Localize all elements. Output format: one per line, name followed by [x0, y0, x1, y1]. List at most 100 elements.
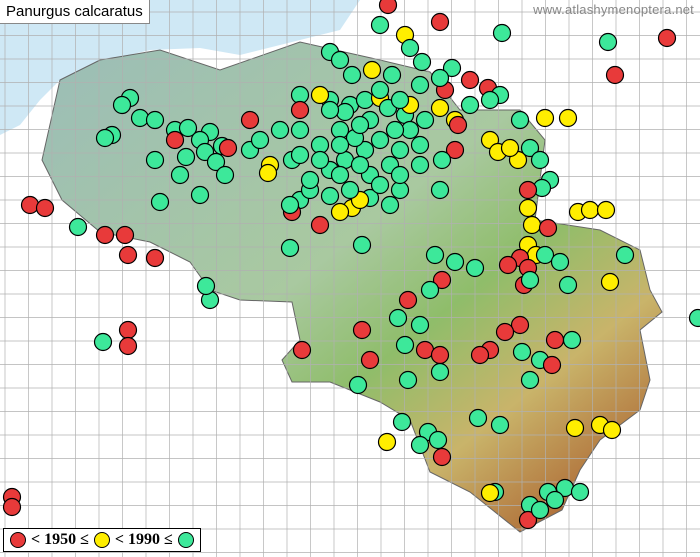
observation-dot-after-1990: [355, 90, 375, 110]
observation-dot-after-1990: [432, 150, 452, 170]
observation-dot-before-1950: [470, 345, 490, 365]
observation-dot-after-1990: [390, 140, 410, 160]
observation-dot-before-1950: [430, 12, 450, 32]
watermark: www.atlashymenoptera.net: [533, 2, 694, 17]
observation-dot-after-1990: [150, 192, 170, 212]
observation-dot-before-1950: [545, 330, 565, 350]
observation-dot-after-1990: [468, 408, 488, 428]
legend-dot-1950-1990: [93, 532, 110, 548]
observation-dot-after-1990: [545, 490, 565, 510]
observation-dot-after-1990: [310, 150, 330, 170]
observation-dot-after-1990: [370, 15, 390, 35]
observation-dot-before-1950: [657, 28, 677, 48]
observation-dot-before-1950: [398, 290, 418, 310]
observation-dot-after-1990: [385, 120, 405, 140]
observation-dot-before-1950: [292, 340, 312, 360]
observation-dot-after-1990: [442, 58, 462, 78]
observation-dot-before-1950: [360, 350, 380, 370]
observation-dot-after-1990: [206, 152, 226, 172]
observation-dot-1950-1990: [480, 483, 500, 503]
observation-dot-before-1950: [460, 70, 480, 90]
observation-dot-after-1990: [615, 245, 635, 265]
observation-dot-after-1990: [280, 195, 300, 215]
observation-dot-1950-1990: [310, 85, 330, 105]
observation-dot-after-1990: [395, 335, 415, 355]
legend-label-1950: < 1950 ≤: [31, 531, 89, 548]
observation-dot-before-1950: [430, 345, 450, 365]
observation-dot-before-1950: [118, 320, 138, 340]
observation-dot-after-1990: [530, 150, 550, 170]
observation-dot-before-1950: [35, 198, 55, 218]
observation-dot-1950-1990: [500, 138, 520, 158]
observation-dot-1950-1990: [362, 60, 382, 80]
observation-dot-after-1990: [415, 110, 435, 130]
observation-dot-after-1990: [465, 258, 485, 278]
observation-dot-after-1990: [350, 115, 370, 135]
observation-dot-1950-1990: [558, 108, 578, 128]
observation-dot-after-1990: [352, 235, 372, 255]
observation-dot-after-1990: [410, 135, 430, 155]
observation-dot-after-1990: [178, 118, 198, 138]
observation-dot-1950-1990: [518, 198, 538, 218]
observation-dot-after-1990: [300, 170, 320, 190]
legend-dot-after-1990: [177, 532, 194, 548]
observation-dot-before-1950: [2, 497, 22, 517]
observation-dot-before-1950: [20, 195, 40, 215]
observation-dot-after-1990: [95, 128, 115, 148]
observation-dot-after-1990: [370, 130, 390, 150]
observation-dot-after-1990: [430, 362, 450, 382]
legend-label-1990: < 1990 ≤: [114, 531, 173, 548]
observation-dot-before-1950: [518, 180, 538, 200]
observation-dots: [2, 0, 700, 530]
observation-dot-after-1990: [410, 315, 430, 335]
observation-dot-before-1950: [510, 315, 530, 335]
observation-dot-after-1990: [520, 370, 540, 390]
observation-dot-1950-1990: [377, 432, 397, 452]
observation-dot-after-1990: [145, 110, 165, 130]
observation-dot-after-1990: [492, 23, 512, 43]
observation-dot-after-1990: [428, 430, 448, 450]
observation-dot-after-1990: [570, 482, 590, 502]
observation-dot-after-1990: [342, 65, 362, 85]
observation-dot-after-1990: [130, 108, 150, 128]
observation-dot-1950-1990: [535, 108, 555, 128]
observation-dot-after-1990: [370, 80, 390, 100]
observation-dot-before-1950: [95, 225, 115, 245]
observation-dot-after-1990: [392, 412, 412, 432]
observation-dot-before-1950: [165, 130, 185, 150]
observation-dot-before-1950: [290, 100, 310, 120]
observation-dot-before-1950: [145, 248, 165, 268]
observation-dot-before-1950: [518, 510, 538, 530]
observation-dot-after-1990: [480, 90, 500, 110]
observation-dot-after-1990: [93, 332, 113, 352]
observation-dot-after-1990: [410, 435, 430, 455]
observation-dot-before-1950: [542, 355, 562, 375]
observation-dot-after-1990: [412, 52, 432, 72]
observation-dot-after-1990: [445, 252, 465, 272]
observation-dot-after-1990: [290, 145, 310, 165]
observation-dot-after-1990: [196, 276, 216, 296]
observation-dot-after-1990: [535, 245, 555, 265]
observation-dot-after-1990: [215, 165, 235, 185]
observation-dot-1950-1990: [600, 272, 620, 292]
observation-dot-before-1950: [432, 270, 452, 290]
observation-dot-after-1990: [688, 308, 700, 328]
observation-dot-before-1950: [378, 0, 398, 15]
observation-dot-before-1950: [432, 447, 452, 467]
observation-dot-after-1990: [388, 308, 408, 328]
observation-dot-after-1990: [410, 155, 430, 175]
observation-dot-after-1990: [145, 150, 165, 170]
observation-dot-after-1990: [270, 120, 290, 140]
observation-dot-before-1950: [498, 255, 518, 275]
observation-dot-after-1990: [330, 135, 350, 155]
observation-dot-after-1990: [370, 175, 390, 195]
observation-dot-before-1950: [118, 336, 138, 356]
observation-dot-1950-1990: [430, 98, 450, 118]
observation-dot-after-1990: [510, 110, 530, 130]
observation-dot-1950-1990: [330, 202, 350, 222]
observation-dot-1950-1990: [522, 215, 542, 235]
observation-dot-before-1950: [240, 110, 260, 130]
